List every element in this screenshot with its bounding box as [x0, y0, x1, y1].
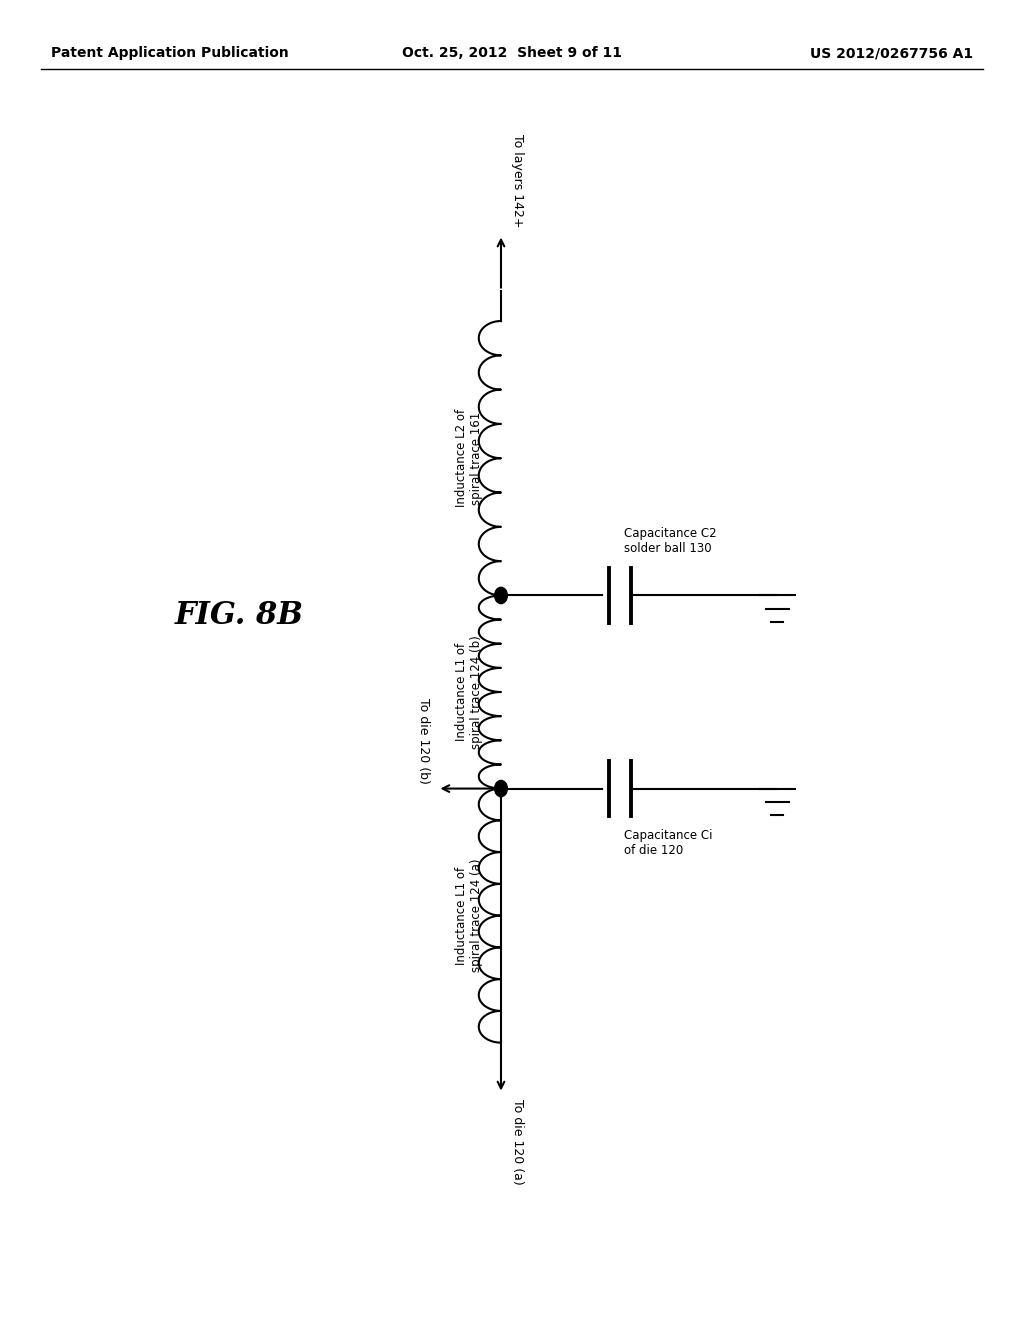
Text: To die 120 (b): To die 120 (b) — [417, 697, 430, 784]
Circle shape — [495, 780, 507, 797]
Text: Inductance L2 of
spiral trace 161: Inductance L2 of spiral trace 161 — [456, 409, 483, 507]
Text: To layers 142+: To layers 142+ — [511, 135, 523, 227]
Text: Inductance L1 of
spiral trace 124 (b): Inductance L1 of spiral trace 124 (b) — [456, 635, 483, 748]
Text: Inductance L1 of
spiral trace 124 (a): Inductance L1 of spiral trace 124 (a) — [456, 859, 483, 973]
Circle shape — [495, 587, 507, 603]
Text: Oct. 25, 2012  Sheet 9 of 11: Oct. 25, 2012 Sheet 9 of 11 — [402, 46, 622, 61]
Text: Patent Application Publication: Patent Application Publication — [51, 46, 289, 61]
Text: Capacitance C2
solder ball 130: Capacitance C2 solder ball 130 — [624, 527, 717, 554]
Text: US 2012/0267756 A1: US 2012/0267756 A1 — [810, 46, 973, 61]
Text: To die 120 (a): To die 120 (a) — [511, 1098, 523, 1184]
Text: FIG. 8B: FIG. 8B — [175, 601, 303, 631]
Text: Capacitance Ci
of die 120: Capacitance Ci of die 120 — [624, 829, 713, 857]
